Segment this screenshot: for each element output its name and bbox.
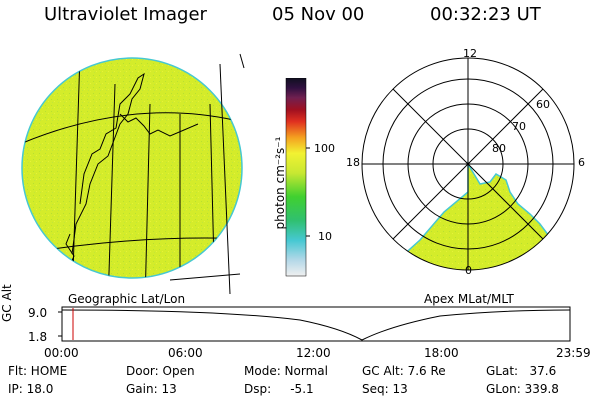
orbit-xtick-1800: 18:00 [424, 346, 459, 360]
colorbar-tick-100: 100 [314, 142, 335, 155]
time-label: 00:32:23 UT [430, 4, 541, 25]
colorbar [285, 78, 310, 277]
seq-info: Seq: 13 [362, 382, 408, 396]
instrument-title: Ultraviolet Imager [44, 4, 207, 25]
glon-info: GLon: 339.8 [486, 382, 559, 396]
mlat-label-60: 60 [536, 98, 550, 111]
mode-info: Mode: Normal [244, 364, 328, 378]
orbit-ylabel: GC Alt [0, 284, 14, 322]
altitude-curve [61, 309, 571, 341]
orbit-xtick-1200: 12:00 [296, 346, 331, 360]
geographic-image-panel [21, 53, 245, 295]
orbit-plot-frame [61, 306, 571, 342]
mlat-label-70: 70 [512, 120, 526, 133]
dsp-info: Dsp: -5.1 [244, 382, 314, 396]
glat-info: GLat: 37.6 [486, 364, 557, 378]
orbit-altitude-plot [58, 306, 571, 342]
colorbar-gradient [285, 78, 307, 277]
flight-info: Flt: HOME [8, 364, 68, 378]
apex-caption: Apex MLat/MLT [424, 292, 514, 306]
gc-alt-info: GC Alt: 7.6 Re [362, 364, 446, 378]
mlt-label-18: 18 [346, 156, 360, 169]
ip-info: IP: 18.0 [8, 382, 54, 396]
date-label: 05 Nov 00 [272, 4, 365, 25]
orbit-ytick-9: 9.0 [28, 306, 48, 320]
mlat-label-80: 80 [492, 142, 506, 155]
mlt-label-0: 0 [465, 264, 472, 277]
colorbar-label: photon cm⁻²s⁻¹ [273, 136, 287, 230]
door-info: Door: Open [126, 364, 195, 378]
orbit-xtick-2359: 23:59 [556, 346, 591, 360]
colorbar-tick-10: 10 [318, 230, 332, 243]
coastline [71, 72, 145, 255]
geographic-caption: Geographic Lat/Lon [68, 292, 186, 306]
orbit-xtick-0600: 06:00 [168, 346, 203, 360]
aurora-oval [378, 161, 574, 270]
mlt-label-6: 6 [578, 156, 585, 169]
orbit-ytick-1-8: 1.8 [28, 330, 48, 344]
apex-polar-panel [361, 57, 575, 271]
gain-info: Gain: 13 [126, 382, 177, 396]
mlt-label-12: 12 [463, 47, 477, 60]
orbit-xtick-0000: 00:00 [44, 346, 79, 360]
